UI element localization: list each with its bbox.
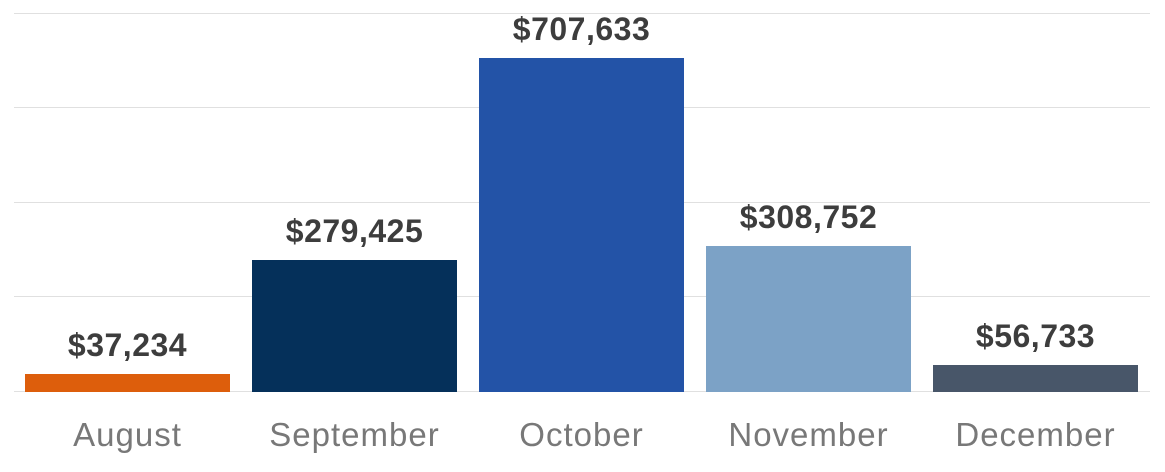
plot-area: $37,234 $279,425 $707,633 $308,752 $56,733	[14, 0, 1150, 392]
x-tick-december: December	[955, 416, 1116, 453]
bar-november	[706, 246, 911, 392]
bar-october	[479, 58, 684, 392]
bar-september	[252, 260, 457, 392]
value-label-october: $707,633	[512, 11, 651, 47]
bar-december	[933, 365, 1138, 392]
value-label-november: $308,752	[739, 199, 878, 235]
x-axis: August September October November December	[14, 392, 1150, 472]
value-label-september: $279,425	[285, 213, 424, 249]
x-tick-september: September	[269, 416, 440, 453]
x-tick-november: November	[728, 416, 889, 453]
value-label-august: $37,234	[67, 327, 188, 363]
x-tick-october: October	[519, 416, 644, 453]
bar-august	[25, 374, 230, 392]
x-tick-august: August	[73, 416, 182, 453]
gridline	[14, 13, 1150, 14]
value-label-december: $56,733	[975, 318, 1096, 354]
